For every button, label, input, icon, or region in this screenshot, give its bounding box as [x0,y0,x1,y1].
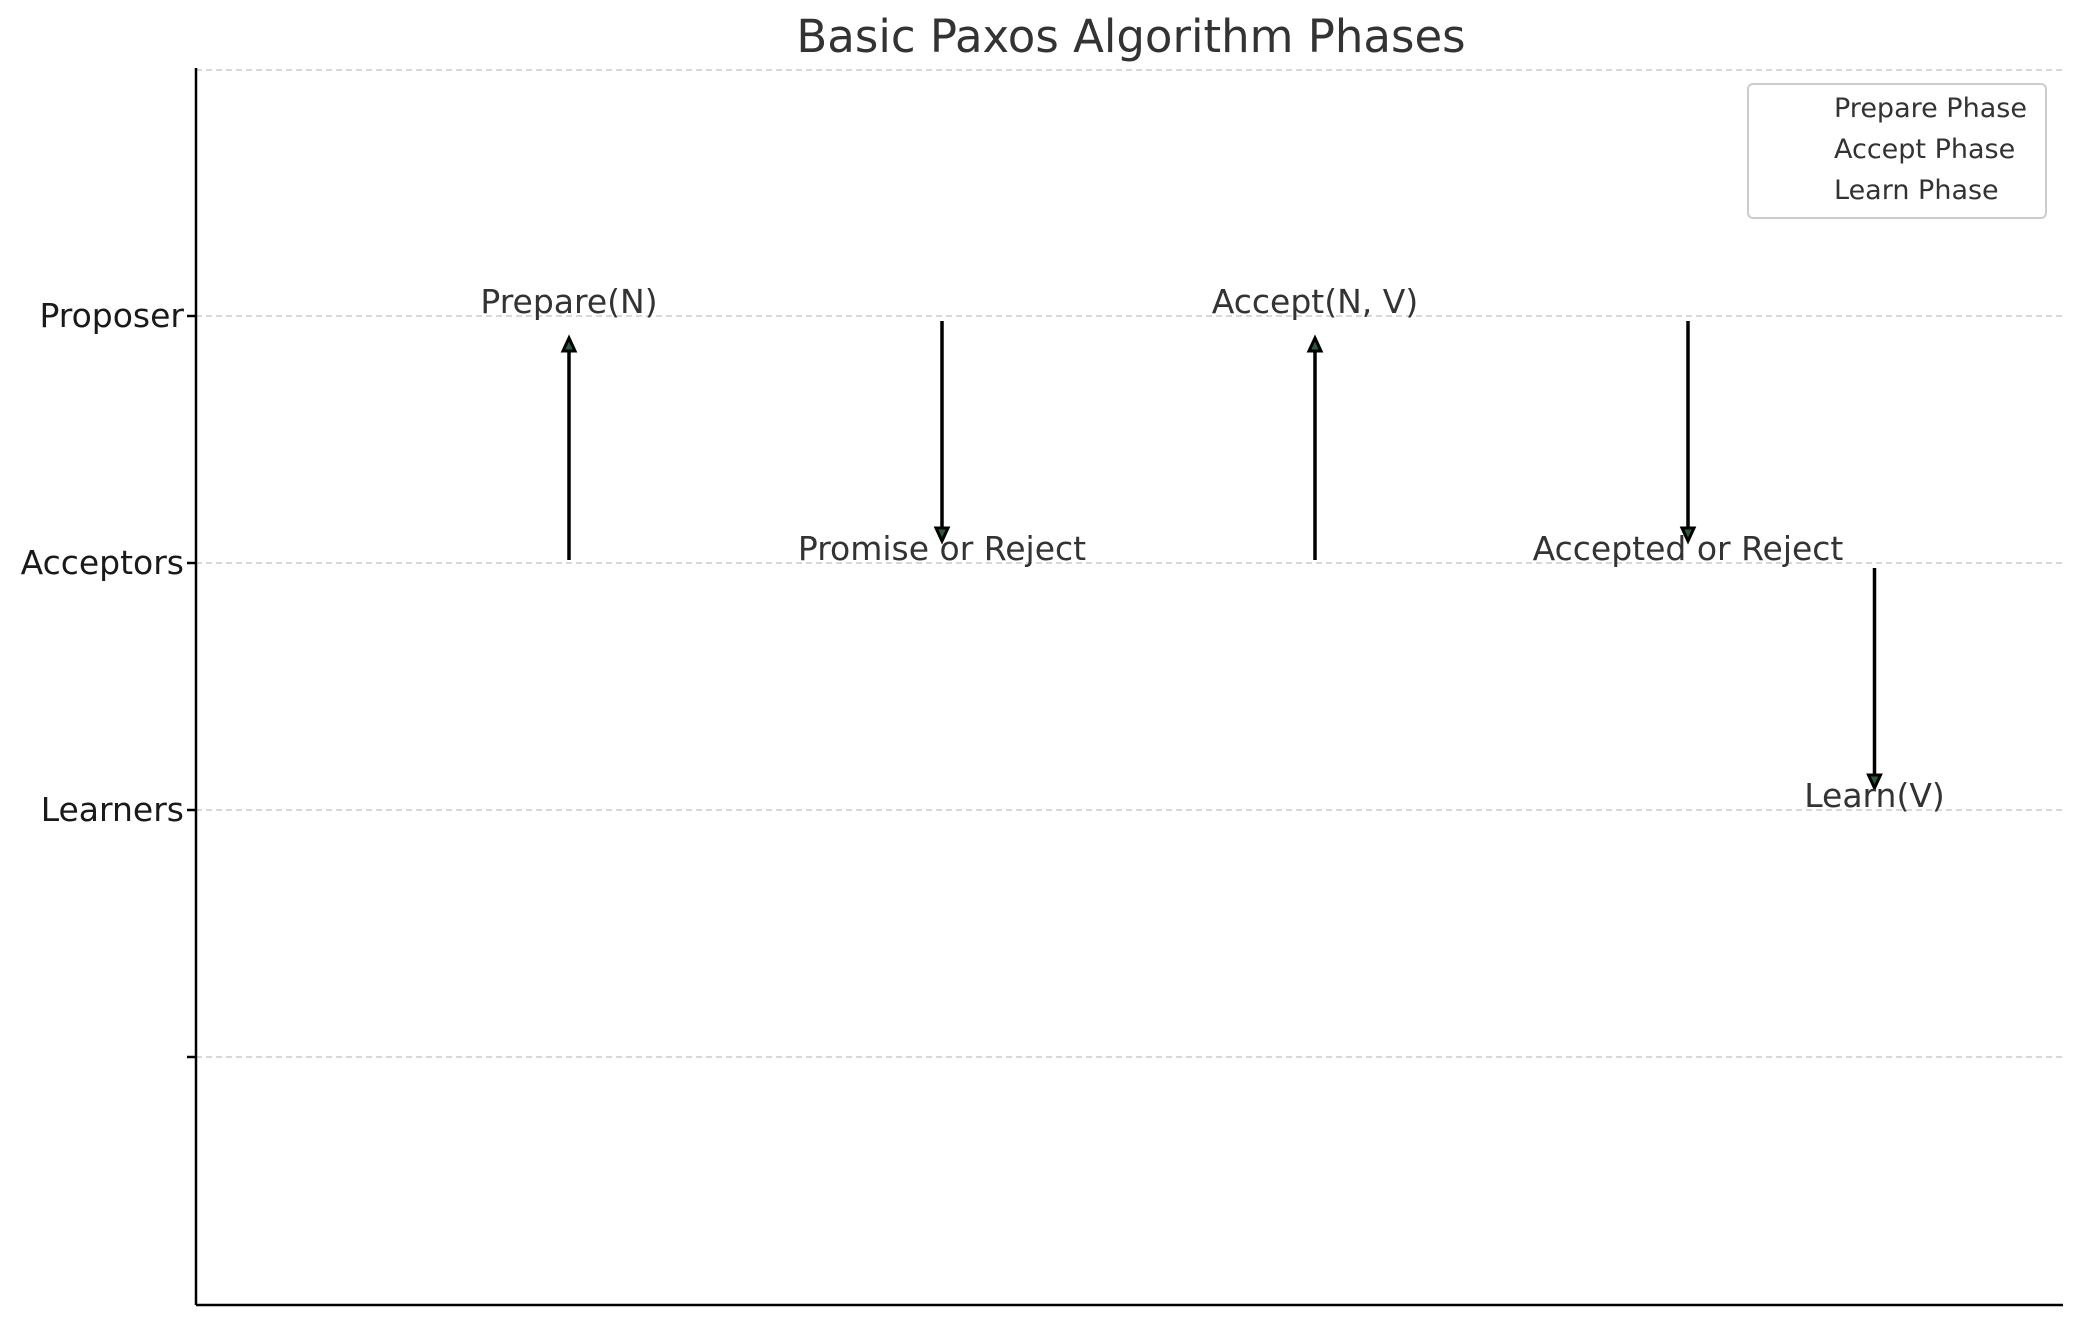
chart-title: Basic Paxos Algorithm Phases [796,10,1465,63]
legend-entry: Learn Phase [1834,175,1999,206]
y-tick-label: Acceptors [21,543,184,582]
message-label: Learn(V) [1804,776,1945,815]
message-label: Promise or Reject [798,529,1086,568]
legend: Prepare Phase Accept Phase Learn Phase [1747,83,2047,219]
arrowhead [1306,334,1324,353]
y-tick-label: Learners [41,790,184,829]
legend-frame [1747,83,2047,219]
legend-entry: Accept Phase [1834,134,2015,165]
y-tick-label: Proposer [39,296,184,335]
message-label: Accept(N, V) [1212,282,1418,321]
arrowhead [1679,526,1697,545]
message-label: Accepted or Reject [1533,529,1844,568]
arrowhead [560,334,578,353]
ticks-layer: Proposer Acceptors Learners [21,296,196,1059]
arrowhead [1866,773,1883,792]
grid-layer [196,69,2063,1058]
message-label: Prepare(N) [480,282,657,321]
arrowhead [933,526,951,545]
axes-layer [194,68,2063,1307]
legend-entry: Prepare Phase [1834,93,2027,124]
messages-layer: Prepare(N) Promise or Reject Accept(N, V) A… [480,282,1944,815]
